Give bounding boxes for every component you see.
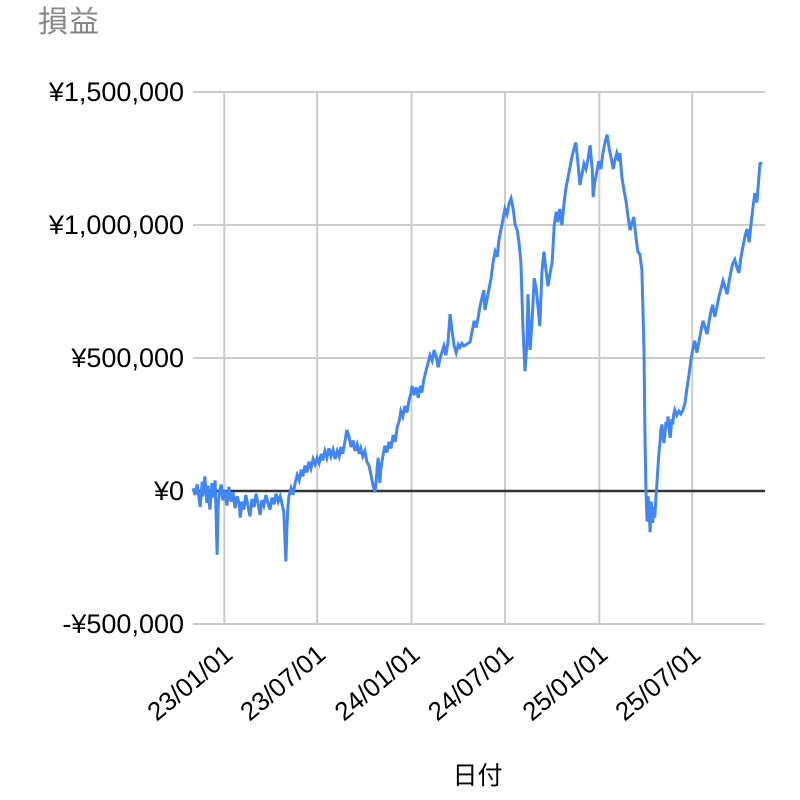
y-tick-label: ¥1,000,000 <box>48 210 184 240</box>
x-tick-label: 25/01/01 <box>516 639 613 727</box>
x-tick-label: 24/07/01 <box>422 639 519 727</box>
y-tick-label: ¥500,000 <box>70 343 184 373</box>
x-axis-title: 日付 <box>452 762 503 790</box>
gridlines <box>193 91 765 625</box>
y-tick-label: -¥500,000 <box>62 609 184 639</box>
axis-tick-labels: ¥1,500,000¥1,000,000¥500,000¥0-¥500,0002… <box>48 77 706 727</box>
x-tick-label: 24/01/01 <box>329 639 426 727</box>
chart-title: 損益 <box>38 6 100 39</box>
x-tick-label: 25/07/01 <box>609 639 706 727</box>
x-tick-label: 23/07/01 <box>234 639 331 727</box>
x-tick-label: 23/01/01 <box>141 639 238 727</box>
series-line-profit-loss[interactable] <box>191 134 763 562</box>
y-tick-label: ¥1,500,000 <box>48 77 184 107</box>
y-tick-label: ¥0 <box>153 476 184 506</box>
